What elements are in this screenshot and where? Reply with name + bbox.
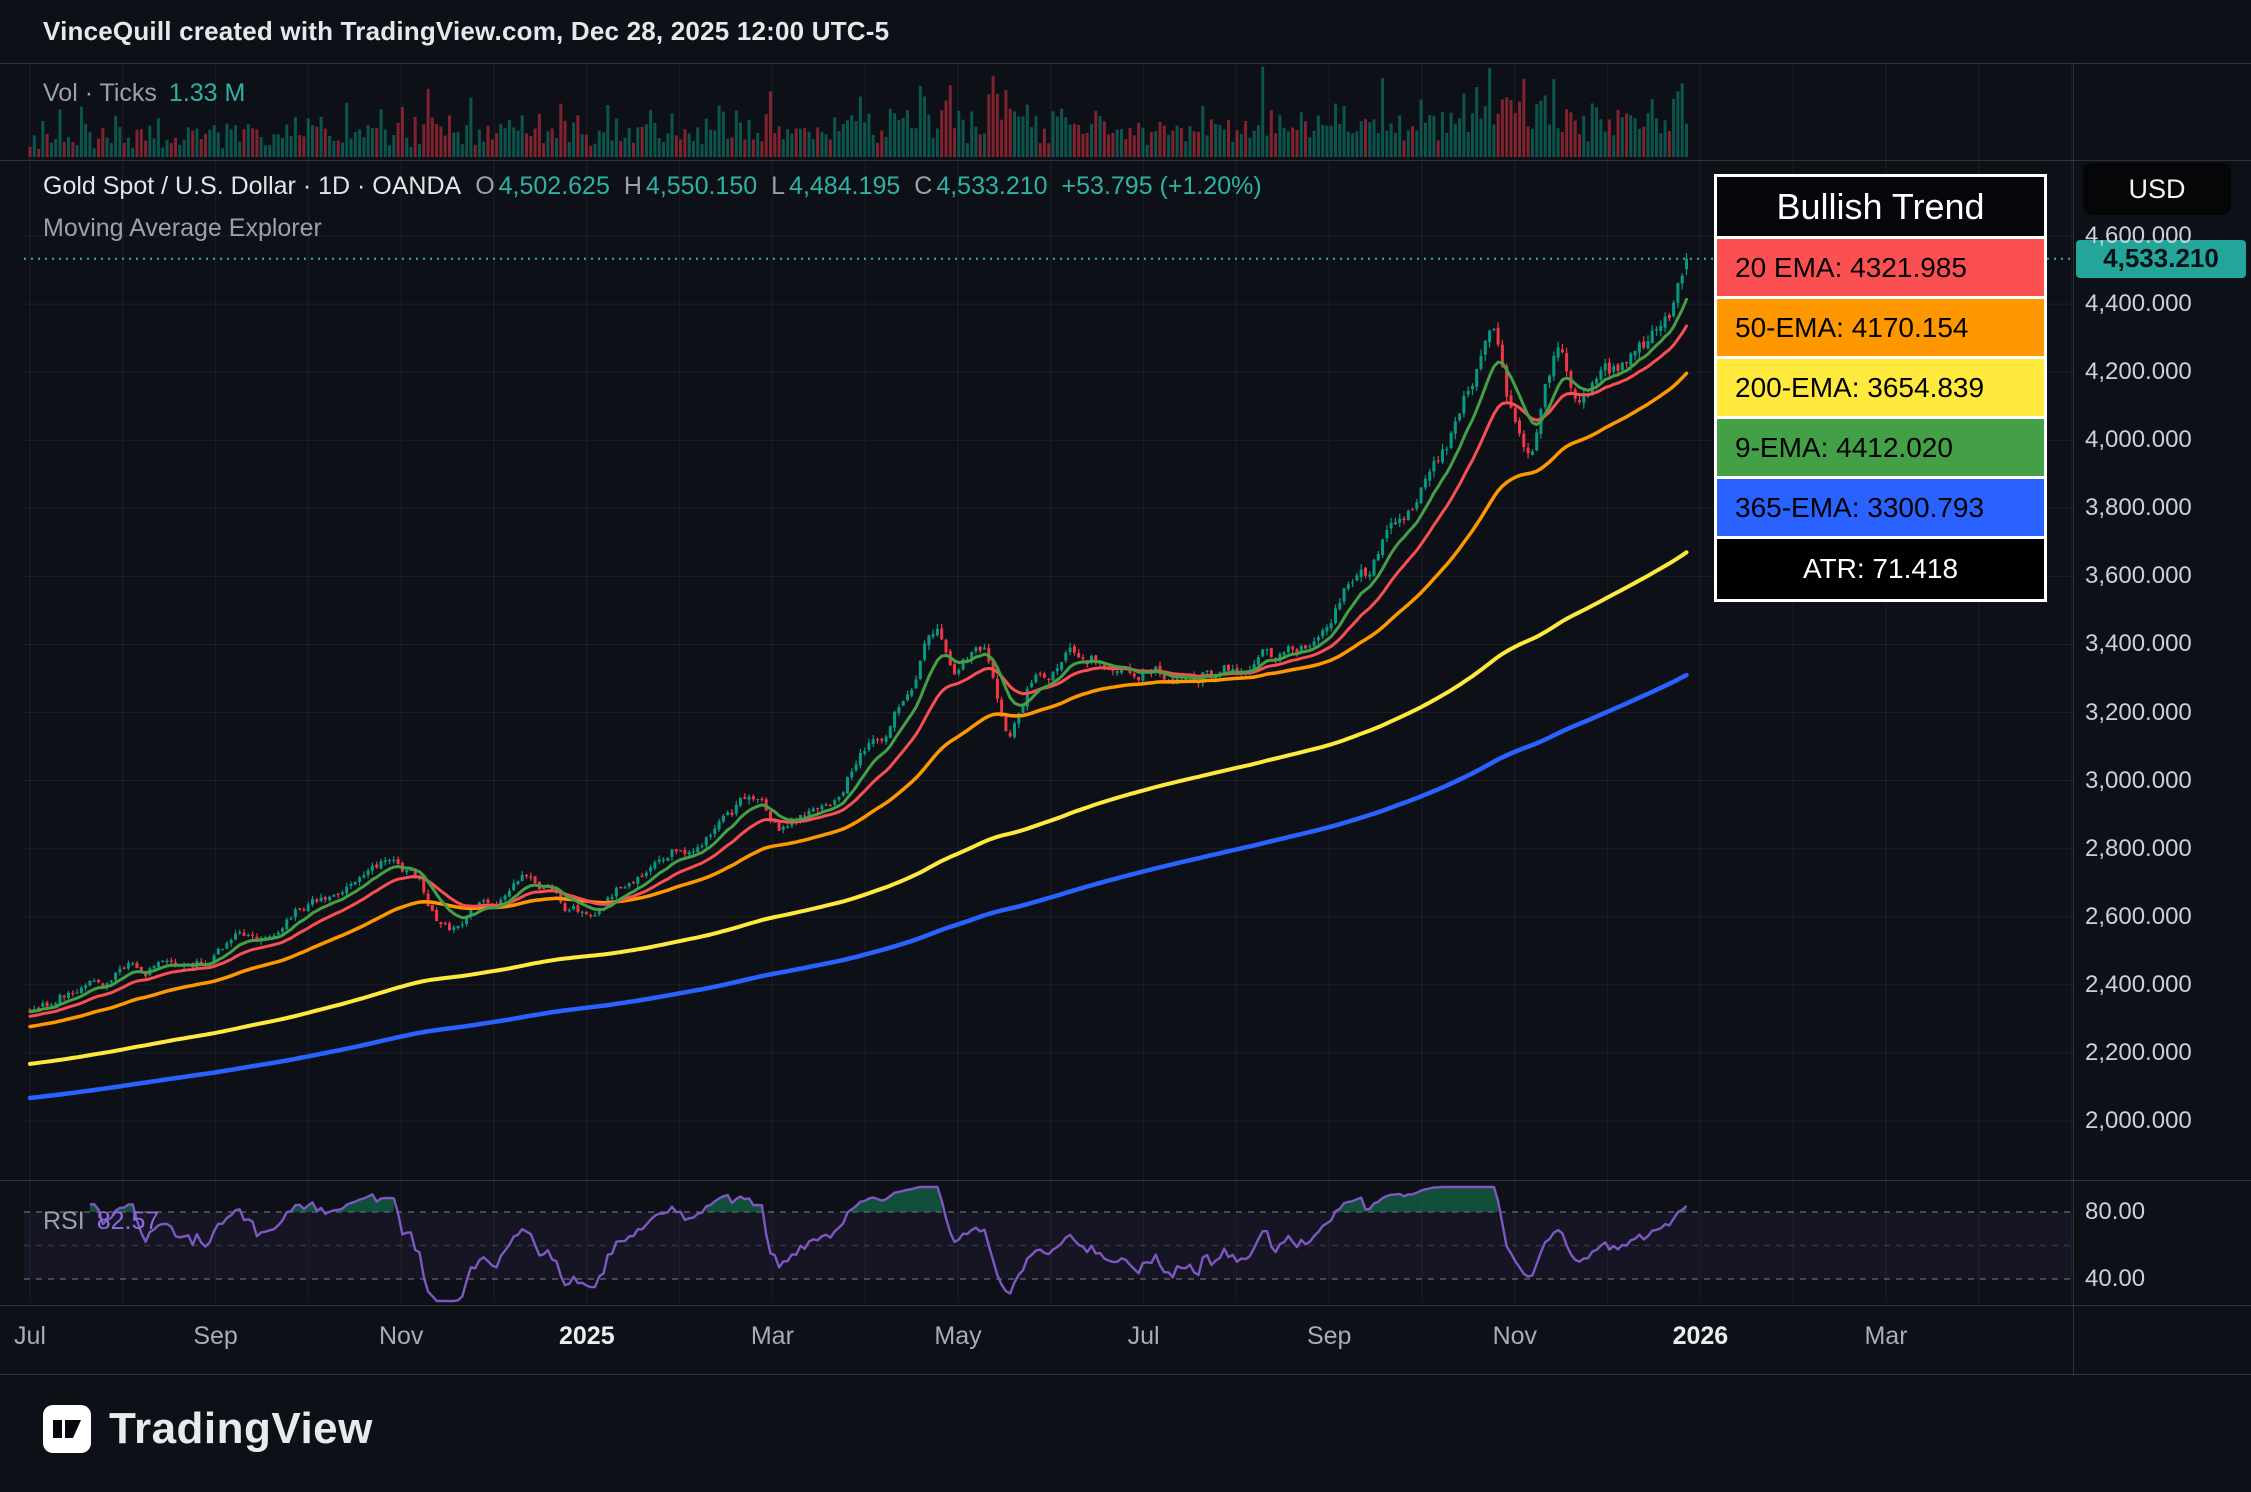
rsi-value: 82.57 [96, 1207, 160, 1235]
rsi-pane-label[interactable]: RSI 82.57 [43, 1207, 159, 1236]
volume-value: 1.33 M [168, 79, 246, 107]
change-value: +53.795 (+1.20%) [1061, 172, 1262, 200]
price-tick-label: 2,600.000 [2085, 902, 2192, 930]
last-price-badge: 4,533.210 [2076, 239, 2246, 278]
low-value: 4,484.195 [789, 172, 901, 200]
currency-button[interactable]: USD [2083, 163, 2231, 215]
time-axis-label: 2026 [1672, 1322, 1729, 1350]
legend-row-200ema: 200-EMA: 3654.839 [1717, 359, 2044, 419]
time-axis-label: Nov [1492, 1322, 1538, 1350]
time-axis[interactable]: Jul Sep Nov 2025 Mar May Jul Sep Nov 2026 Mar [0, 1306, 2251, 1374]
ohlc-open: O 4,502.625 [475, 172, 610, 201]
price-tick-label: 2,400.000 [2085, 970, 2192, 998]
low-label: L [771, 172, 786, 200]
time-axis-label: May [934, 1322, 982, 1350]
rsi-label: RSI [43, 1207, 85, 1235]
time-axis-label: Jul [1127, 1322, 1160, 1350]
price-tick-label: 3,600.000 [2085, 562, 2192, 590]
high-value: 4,550.150 [645, 172, 758, 200]
chart-header: VinceQuill created with TradingView.com,… [43, 16, 889, 47]
legend-row-atr: ATR: 71.418 [1717, 539, 2044, 599]
time-axis-label: Nov [378, 1322, 424, 1350]
trend-legend: Bullish Trend 20 EMA: 4321.985 50-EMA: 41… [1714, 174, 2047, 602]
rsi-level-label: 40.00 [2085, 1265, 2146, 1292]
time-axis-label: Mar [750, 1322, 794, 1350]
price-tick-label: 4,000.000 [2085, 426, 2192, 454]
footer: TradingView [43, 1404, 373, 1454]
price-tick-label: 2,000.000 [2085, 1107, 2192, 1134]
time-axis-label: Jul [14, 1322, 46, 1350]
time-axis-label: 2025 [558, 1322, 615, 1350]
price-tick-label: 3,400.000 [2085, 630, 2192, 658]
indicator-title[interactable]: Moving Average Explorer [43, 214, 322, 242]
legend-row-50ema: 50-EMA: 4170.154 [1717, 299, 2044, 359]
symbol-title[interactable]: Gold Spot / U.S. Dollar · 1D · OANDA [43, 172, 462, 200]
close-label: C [914, 172, 933, 200]
legend-row-20ema: 20 EMA: 4321.985 [1717, 239, 2044, 299]
legend-rows: 20 EMA: 4321.985 50-EMA: 4170.154 200-EMA:… [1717, 239, 2044, 599]
price-tick-label: 4,600.000 [2085, 222, 2192, 249]
time-axis-label: Mar [1864, 1322, 1908, 1350]
chart-canvas[interactable] [0, 0, 2251, 1375]
price-tick-label: 2,200.000 [2085, 1038, 2192, 1066]
symbol-title-row[interactable]: Gold Spot / U.S. Dollar · 1D · OANDA O 4… [43, 172, 1262, 201]
legend-row-9ema: 9-EMA: 4412.020 [1717, 419, 2044, 479]
price-tick-label: 4,400.000 [2085, 290, 2192, 318]
high-label: H [623, 172, 642, 200]
tradingview-wordmark[interactable]: TradingView [109, 1404, 373, 1453]
price-tick-label: 2,800.000 [2085, 834, 2192, 862]
open-label: O [475, 172, 495, 200]
ohlc-high: H 4,550.150 [624, 172, 757, 201]
price-tick-label: 3,200.000 [2085, 698, 2192, 726]
volume-pane-label[interactable]: Vol · Ticks 1.33 M [43, 79, 245, 108]
close-value: 4,533.210 [936, 172, 1048, 200]
header-title: VinceQuill created with TradingView.com,… [43, 16, 890, 46]
price-tick-label: 3,000.000 [2085, 766, 2192, 794]
volume-label: Vol · Ticks [43, 79, 157, 107]
open-value: 4,502.625 [498, 172, 610, 200]
ohlc-low: L 4,484.195 [771, 172, 900, 201]
legend-row-365ema: 365-EMA: 3300.793 [1717, 479, 2044, 539]
price-tick-label: 4,200.000 [2085, 358, 2192, 386]
time-axis-label: Sep [193, 1322, 238, 1350]
price-axis[interactable]: USD 4,533.210 4,600.000 4,400.000 4,200.00… [2074, 63, 2251, 1375]
rsi-level-label: 80.00 [2085, 1198, 2146, 1225]
legend-title: Bullish Trend [1717, 177, 2044, 239]
tradingview-logo-icon[interactable] [43, 1405, 91, 1453]
ohlc-close: C 4,533.210 [914, 172, 1047, 201]
price-tick-label: 3,800.000 [2085, 494, 2192, 522]
time-axis-label: Sep [1306, 1322, 1352, 1350]
